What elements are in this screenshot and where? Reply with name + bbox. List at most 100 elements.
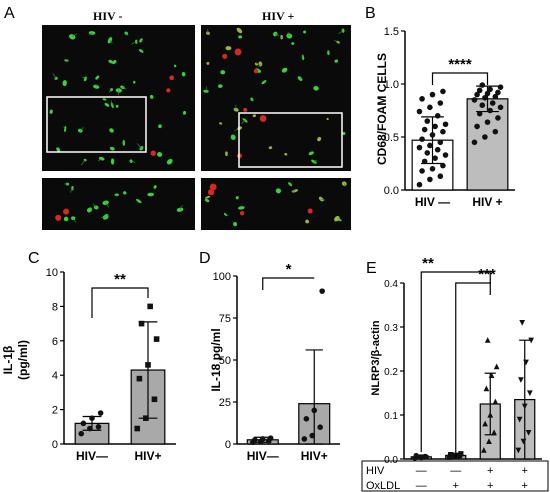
data-point — [493, 363, 500, 370]
data-point — [491, 429, 497, 436]
data-point — [520, 438, 527, 445]
cell-process — [343, 183, 346, 187]
cell-process — [334, 40, 339, 43]
data-point — [423, 454, 429, 460]
cell-process — [131, 160, 136, 163]
green-cell — [102, 98, 107, 101]
data-point — [437, 173, 444, 180]
condition-row-label: OxLDL — [366, 480, 400, 492]
data-point — [527, 390, 533, 397]
green-cell — [284, 152, 288, 156]
data-point — [319, 288, 325, 294]
condition-cell: + — [487, 480, 493, 492]
panel-c-letter: C — [28, 250, 40, 267]
cell-process — [66, 60, 69, 63]
green-cell — [286, 33, 293, 39]
red-cell — [207, 188, 215, 196]
cell-process — [80, 127, 84, 131]
green-cell — [56, 147, 61, 152]
panel-a-label-hiv-neg: HIV - — [93, 9, 122, 23]
significance-bracket — [431, 72, 489, 85]
condition-cell: — — [416, 480, 427, 492]
data-point — [484, 90, 491, 97]
y-tick-label: 10 — [46, 267, 58, 279]
green-cell — [112, 59, 117, 65]
green-cell — [153, 185, 157, 189]
significance-label: **** — [448, 56, 472, 73]
cell-process — [80, 159, 86, 166]
cell-process — [105, 202, 110, 208]
green-cell — [317, 136, 322, 142]
data-point — [301, 436, 308, 442]
data-point — [317, 424, 323, 431]
data-point — [492, 128, 499, 135]
data-point — [413, 452, 419, 459]
green-cell — [237, 206, 245, 210]
green-cell — [327, 50, 330, 56]
data-point — [424, 150, 431, 156]
data-point — [87, 425, 93, 432]
red-cell — [209, 183, 217, 191]
condition-cell: + — [487, 465, 493, 477]
cell-process — [122, 87, 127, 90]
data-point — [437, 100, 444, 106]
data-point — [153, 336, 160, 342]
data-point — [474, 91, 480, 98]
inset-box-hiv-neg — [46, 96, 147, 153]
data-point — [440, 162, 446, 169]
data-point — [458, 451, 464, 457]
green-cell — [342, 131, 346, 136]
cell-process — [275, 33, 280, 36]
data-point — [523, 359, 529, 366]
green-cell — [138, 49, 144, 53]
green-cell — [86, 207, 92, 213]
green-cell — [204, 198, 210, 203]
green-cell — [109, 128, 114, 133]
panel-c: C IL-1β (pg/ml) 0 2 4 6 8 10 HIV— HIV+ ** — [1, 250, 176, 463]
green-cell — [157, 151, 163, 157]
data-point — [484, 337, 491, 343]
significance-label: *** — [478, 266, 496, 283]
green-cell — [133, 80, 136, 84]
y-tick-label: 25 — [219, 397, 231, 409]
data-point — [480, 447, 487, 453]
cell-process — [108, 89, 112, 93]
data-point — [486, 438, 492, 444]
y-tick-label: 75 — [219, 313, 231, 325]
data-point — [437, 139, 444, 146]
data-point — [495, 115, 501, 121]
data-point — [515, 447, 522, 454]
cell-process — [301, 55, 304, 58]
condition-cell: — — [450, 465, 461, 477]
panel-a: A HIV - HIV + — [4, 5, 351, 230]
y-tick-label: 8 — [52, 301, 58, 313]
svg-text:(pg/ml): (pg/ml) — [16, 340, 30, 380]
data-point — [95, 424, 102, 430]
micrograph-hiv-neg-zoom — [42, 178, 195, 230]
panel-a-label-hiv-pos: HIV + — [262, 9, 294, 23]
green-cell — [313, 86, 319, 91]
data-point — [432, 123, 438, 130]
green-cell — [173, 64, 177, 68]
green-cell — [326, 117, 329, 121]
significance-label: ** — [422, 255, 434, 272]
data-point — [440, 88, 446, 95]
y-tick-label: 1.0 — [384, 79, 399, 91]
data-point — [267, 435, 274, 441]
green-cell — [109, 146, 115, 151]
green-cell — [334, 216, 340, 222]
y-tick-label: 0.0 — [384, 185, 399, 197]
data-point — [489, 100, 496, 106]
data-point — [138, 320, 145, 327]
cell-process — [63, 126, 66, 130]
data-point — [487, 107, 493, 114]
cell-process — [136, 143, 142, 149]
green-cell — [205, 195, 211, 199]
panel-a-letter: A — [4, 5, 15, 22]
data-point — [80, 420, 87, 427]
y-tick-label: 2 — [52, 405, 58, 417]
cell-process — [338, 30, 344, 34]
green-cell — [238, 35, 243, 39]
panel-c-ylabel: IL-1β (pg/ml) — [1, 340, 30, 380]
significance-bracket — [91, 287, 149, 318]
